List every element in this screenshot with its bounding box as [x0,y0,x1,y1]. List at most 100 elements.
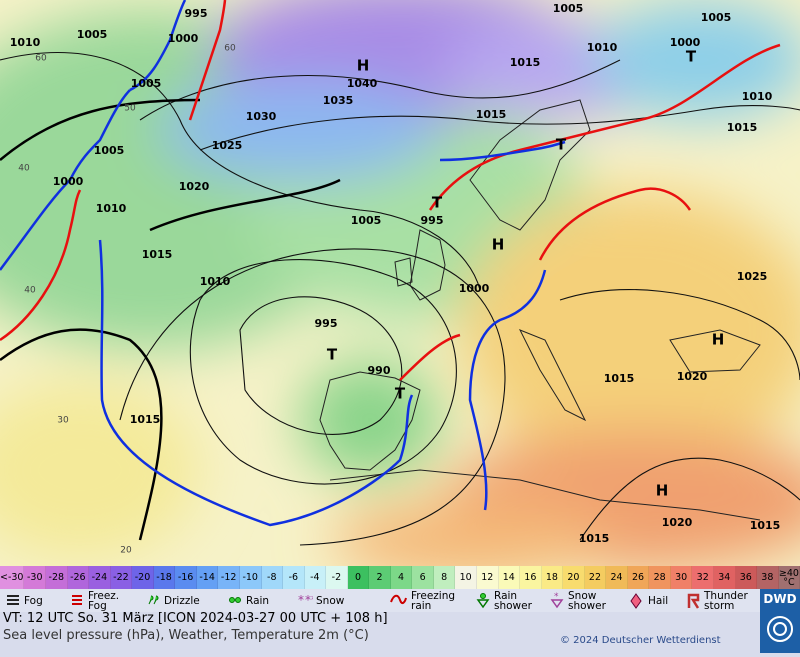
copyright: © 2024 Deutscher Wetterdienst [560,635,721,646]
temperature-scale: <-30 -30 -28 -26 -24 -22 -20 -18 -16 -14 -12 -10 -8-… [0,566,800,589]
isobar-label: 990 [368,364,391,377]
cold-front [468,269,547,511]
weather-icon [476,592,490,608]
latitude-label: 40 [18,164,30,174]
isobar [0,51,481,291]
isobar-label: 995 [315,317,338,330]
isobar [579,457,800,541]
low-pressure: T [432,194,443,212]
logo-ring [767,616,793,642]
latitude-label: 60 [224,44,236,54]
latitude-label: 50 [124,104,136,114]
temperature-cell: -2 [326,566,348,589]
temperature-cell: 0 [347,566,370,589]
weather-icon [7,594,19,605]
temperature-cell: 22 [584,566,607,589]
isobar-label: 1000 [459,282,490,295]
isobar-label: 1010 [587,41,618,54]
latitude-label: 30 [57,416,69,426]
warm-area [0,380,200,560]
temperature-cell: 6 [412,566,434,589]
isobar-label: 1000 [168,32,199,45]
low-pressure: T [327,346,338,364]
cold-front [98,239,414,527]
weather-label: Thunder storm [704,589,748,612]
isobar [189,258,457,485]
iberia [319,371,421,471]
temperature-cell: -28 [46,566,68,589]
weather-label: Freez. Fog [88,589,120,612]
isobar-label: 1005 [351,214,382,227]
weather-legend-item: Hail [630,589,668,612]
weather-label: Fog [24,594,43,607]
isobar [119,248,506,546]
isobar-label: 1020 [677,370,708,383]
isobar-thick [0,328,163,541]
weather-icon: * [550,592,564,608]
isobar-label: 1040 [347,77,378,90]
weather-label: Rain shower [494,589,532,612]
weather-label: Freezing rain [411,589,456,612]
north-africa [329,469,761,521]
low-pressure: T [556,136,567,154]
isobar-label: 1015 [510,56,541,69]
temperature-cell: 32 [692,566,714,589]
weather-label: Rain [246,594,270,607]
temperature-cell: -6 [283,566,305,589]
warm-area [330,500,610,566]
isobar-label: 1020 [179,180,210,193]
temperature-cell: -30 [24,566,47,589]
temperature-cell: -24 [89,566,111,589]
isobar-thick [0,98,201,161]
temperature-cell: 38 [757,566,779,589]
high-pressure: H [712,331,725,349]
weather-label: Hail [648,594,669,607]
isobar-label: 1025 [737,270,768,283]
weather-legend-item: Rain [228,589,269,612]
logo-ring [773,622,787,636]
cold-area [160,80,440,180]
temperature-cell: -26 [67,566,90,589]
isobars [0,51,800,546]
italy [518,329,587,422]
temperature-cell: -8 [261,566,284,589]
isobar-label: 1010 [96,202,127,215]
temperature-cell: -14 [196,566,219,589]
isobar-label: 1015 [476,108,507,121]
temperature-cell: 4 [390,566,413,589]
weather-icon [229,596,241,603]
temperature-cell: 20 [563,566,585,589]
isobar-label: 1015 [727,121,758,134]
isobar-label: 1005 [131,77,162,90]
weather-legend-item: Freez. Fog [70,589,140,612]
temperature-cell: -20 [132,566,154,589]
warm-front [399,333,461,381]
isobar-label: 1010 [742,90,773,103]
isobar-label: 1005 [77,28,108,41]
isobar-label: 1015 [130,413,161,426]
temperature-cell: -18 [153,566,176,589]
temperature-cell: 10 [455,566,477,589]
warm-area [460,190,800,470]
valid-time: VT: 12 UTC So. 31 März [ICON 2024-03-27 … [3,611,388,626]
latitude-label: 40 [24,286,36,296]
map-description: Sea level pressure (hPa), Weather, Tempe… [3,628,369,643]
temperature-cell: ≥40 °C [778,566,800,589]
weather-icon [687,593,700,609]
weather-legend-item: Rain shower [476,589,546,612]
weather-icon: *** [298,593,313,607]
ireland [394,257,413,287]
high-pressure: H [357,57,370,75]
temperature-cell: 36 [735,566,758,589]
fronts [0,0,781,527]
isobar [139,59,621,121]
isobar-thick [149,178,341,232]
logo-text: DWD [763,592,797,606]
temperature-cell: 12 [476,566,499,589]
temperature-cell: -16 [175,566,197,589]
isobar-label: 1015 [604,372,635,385]
weather-label: Snow shower [568,589,606,612]
